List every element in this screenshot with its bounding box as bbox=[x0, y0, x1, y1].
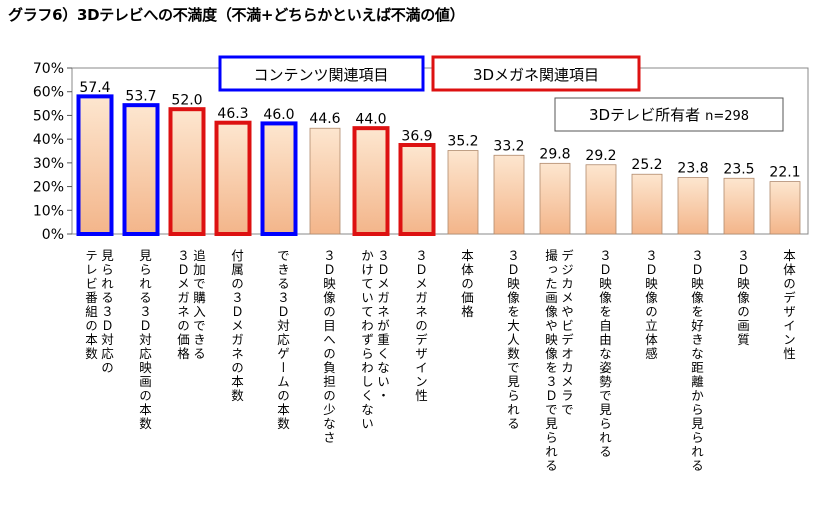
x-category-label: 付属の３Ｄメガネの本数 bbox=[229, 249, 244, 403]
bar bbox=[126, 106, 156, 234]
bar bbox=[585, 164, 617, 235]
bar-value-label: 46.0 bbox=[263, 107, 294, 123]
x-category-label: 本体の価格 bbox=[459, 249, 474, 319]
x-category-label: 撮った画像や映像を３Ｄで見られる bbox=[543, 249, 558, 473]
legend-content: コンテンツ関連項目 bbox=[218, 55, 425, 92]
y-tick-label: 50% bbox=[33, 108, 64, 124]
owner-note-text: 3Dテレビ所有者 bbox=[589, 106, 700, 124]
owner-note-box bbox=[554, 97, 784, 132]
y-tick-label: 20% bbox=[33, 180, 64, 196]
bar-highlight-outline bbox=[398, 142, 436, 237]
x-category-label: 本体のデザイン性 bbox=[781, 249, 796, 361]
bar bbox=[677, 177, 709, 235]
bar-value-label: 35.2 bbox=[447, 134, 478, 150]
bar bbox=[80, 97, 110, 234]
bar-value-label: 33.2 bbox=[493, 138, 524, 154]
chart-title: グラフ6）3Dテレビへの不満度（不満+どちらかといえば不満の値） bbox=[8, 6, 465, 24]
bar bbox=[723, 177, 755, 235]
value-labels-group: 57.4 53.7 52.0 46.3 46.0 44.6 44.0 36.9 35.2 33.2… bbox=[79, 80, 800, 181]
bar-value-label: 22.1 bbox=[769, 165, 800, 181]
bar-value-label: 29.2 bbox=[585, 148, 616, 164]
x-category-label: ３Ｄ映像を自由な姿勢で見られる bbox=[597, 249, 612, 459]
bar bbox=[769, 181, 801, 235]
bar-highlight-outline bbox=[214, 120, 252, 236]
y-tick-label: 70% bbox=[33, 61, 64, 77]
x-category-label: テレビ番組の本数 bbox=[83, 249, 98, 361]
bar-value-label: 23.8 bbox=[677, 161, 708, 177]
x-category-label: ３Ｄメガネのデザイン性 bbox=[413, 249, 428, 403]
bar-value-label: 44.0 bbox=[355, 112, 386, 128]
x-category-label: ３Ｄ映像の目への負担の少なさ bbox=[321, 249, 336, 445]
legend-glasses-box bbox=[431, 55, 641, 92]
x-category-label: ３Ｄ映像の立体感 bbox=[643, 249, 658, 361]
bar bbox=[356, 129, 386, 234]
bar-highlight-outline bbox=[352, 126, 390, 237]
y-tick-label: 40% bbox=[33, 132, 64, 148]
owner-note-count: n=298 bbox=[705, 109, 749, 124]
bar-highlight-outline bbox=[76, 94, 114, 236]
legend-content-box bbox=[218, 55, 425, 92]
x-category-label: デジカメやビデオカメラで bbox=[559, 249, 574, 417]
x-category-label: ３Ｄメガネの価格 bbox=[175, 249, 190, 361]
bar bbox=[447, 150, 479, 235]
y-tick-label: 30% bbox=[33, 156, 64, 172]
bar bbox=[539, 162, 571, 235]
y-tick-label: 60% bbox=[33, 85, 64, 101]
y-tick-label: 0% bbox=[42, 227, 64, 243]
bar-value-label: 29.8 bbox=[539, 146, 570, 162]
x-category-label: できる３Ｄ対応ゲームの本数 bbox=[275, 249, 290, 431]
bar-value-label: 57.4 bbox=[79, 80, 110, 96]
x-category-label: ３Ｄ映像を好きな距離から見られる bbox=[689, 249, 704, 473]
x-category-label: かけていてわずらわしくない bbox=[359, 249, 374, 431]
legend-content-label: コンテンツ関連項目 bbox=[253, 66, 388, 84]
bar bbox=[493, 154, 525, 235]
legend-glasses-label: 3Dメガネ関連項目 bbox=[473, 66, 599, 84]
y-axis: 0% 10% 20% 30% 40% 50% 60% 70% bbox=[33, 61, 72, 243]
owner-note-label: 3Dテレビ所有者 n=298 bbox=[589, 106, 749, 124]
bar-highlight-outline bbox=[122, 103, 160, 237]
bar-value-label: 44.6 bbox=[309, 111, 340, 127]
bar-value-label: 46.3 bbox=[217, 106, 248, 122]
bar-highlight-outline bbox=[168, 107, 206, 236]
x-category-label: ３Ｄ映像を大人数で見られる bbox=[505, 249, 520, 431]
owner-note: 3Dテレビ所有者 n=298 bbox=[554, 97, 784, 132]
bar bbox=[631, 173, 663, 235]
x-category-label: 見られる３Ｄ対応の bbox=[99, 249, 114, 375]
bar-value-label: 53.7 bbox=[125, 89, 156, 105]
y-tick-label: 10% bbox=[33, 203, 64, 219]
bar-value-label: 23.5 bbox=[723, 161, 754, 177]
bar-highlight-outline bbox=[260, 121, 298, 236]
bars-group bbox=[76, 94, 801, 237]
bar-value-label: 36.9 bbox=[401, 128, 432, 144]
x-category-label: 追加で購入できる bbox=[191, 249, 206, 361]
x-category-label: ３Ｄ映像の画質 bbox=[735, 249, 750, 347]
bar-value-label: 25.2 bbox=[631, 157, 662, 173]
x-category-label: ３Ｄメガネが重くない・ bbox=[375, 249, 390, 403]
bar bbox=[172, 110, 202, 234]
legend-glasses: 3Dメガネ関連項目 bbox=[431, 55, 641, 92]
bar-value-label: 52.0 bbox=[171, 93, 202, 109]
bar bbox=[264, 124, 294, 234]
x-category-label: 見られる３Ｄ対応映画の本数 bbox=[137, 249, 152, 431]
bar bbox=[402, 146, 432, 234]
bar bbox=[309, 127, 341, 235]
bar bbox=[218, 124, 248, 234]
